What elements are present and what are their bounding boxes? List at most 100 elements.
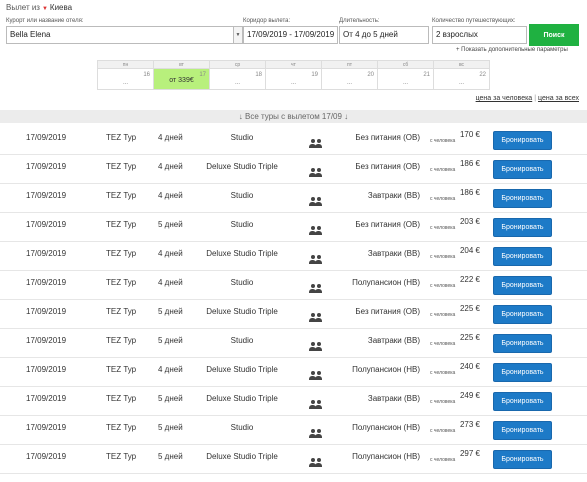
tour-operator: TEZ Тур	[106, 249, 137, 258]
tour-price-unit: с человека	[430, 225, 456, 231]
tour-date: 17/09/2019	[26, 365, 67, 374]
tour-price: 249 € с человека	[430, 391, 480, 405]
tour-room: Deluxe Studio Triple	[206, 249, 278, 258]
tour-price: 297 € с человека	[430, 449, 480, 463]
tour-operator: TEZ Тур	[106, 365, 137, 374]
book-button[interactable]: Бронировать	[493, 334, 552, 353]
tour-price: 240 € с человека	[430, 362, 480, 376]
pax-label: Количество путешествующих:	[432, 18, 516, 24]
tour-price-unit: с человека	[430, 138, 456, 144]
tour-meal: Завтраки (BB)	[367, 336, 420, 345]
price-total-link[interactable]: цена за всех	[538, 95, 579, 102]
calendar-day[interactable]: ср 18...	[210, 61, 266, 89]
tours-list: 17/09/2019 TEZ Тур 4 дней Studio Без питания…	[0, 126, 587, 474]
tour-duration: 4 дней	[158, 365, 183, 374]
calendar-day[interactable]: чт 19...	[266, 61, 322, 89]
tour-duration: 5 дней	[158, 336, 183, 345]
tour-duration: 4 дней	[158, 162, 183, 171]
calendar-day-number: 19	[311, 72, 318, 78]
tour-price-unit: с человека	[430, 428, 456, 434]
tour-operator: TEZ Тур	[106, 191, 137, 200]
tour-room: Deluxe Studio Triple	[206, 162, 278, 171]
date-calendar: пн 16... вт 17 от 339€ ср 18... чт 19... пт 20... с…	[97, 60, 490, 90]
table-row: 17/09/2019 TEZ Тур 5 дней Deluxe Studio Tri…	[0, 445, 587, 474]
tour-price-unit: с человека	[430, 341, 456, 347]
book-button[interactable]: Бронировать	[493, 131, 552, 150]
book-button[interactable]: Бронировать	[493, 276, 552, 295]
table-row: 17/09/2019 TEZ Тур 4 дней Studio Полупансион…	[0, 271, 587, 300]
resort-input[interactable]: Bella Elena	[6, 26, 240, 44]
tour-operator: TEZ Тур	[106, 220, 137, 229]
calendar-day-name: сб	[378, 61, 433, 69]
tour-meal: Без питания (OB)	[355, 162, 420, 171]
calendar-day-number: 18	[255, 72, 262, 78]
tour-duration: 4 дней	[158, 278, 183, 287]
calendar-day[interactable]: вс 22...	[434, 61, 489, 89]
calendar-day-price: ...	[458, 80, 464, 86]
tour-meal: Без питания (OB)	[355, 220, 420, 229]
tour-room: Studio	[230, 220, 254, 229]
calendar-day[interactable]: сб 21...	[378, 61, 434, 89]
duration-label: Длительность:	[339, 18, 380, 24]
calendar-day[interactable]: пн 16...	[98, 61, 154, 89]
calendar-day-name: пн	[98, 61, 153, 69]
tour-meal: Полупансион (HB)	[352, 423, 420, 432]
tour-meal: Без питания (OB)	[355, 133, 420, 142]
tour-date: 17/09/2019	[26, 133, 67, 142]
calendar-day[interactable]: пт 20...	[322, 61, 378, 89]
tour-price: 170 € с человека	[430, 130, 480, 144]
book-button[interactable]: Бронировать	[493, 421, 552, 440]
book-button[interactable]: Бронировать	[493, 247, 552, 266]
book-button[interactable]: Бронировать	[493, 363, 552, 382]
calendar-day-number: 21	[423, 72, 430, 78]
all-tours-banner[interactable]: ↓ Все туры с вылетом 17/09 ↓	[0, 110, 587, 123]
tour-room: Studio	[230, 336, 254, 345]
book-button[interactable]: Бронировать	[493, 160, 552, 179]
table-row: 17/09/2019 TEZ Тур 4 дней Deluxe Studio Tri…	[0, 242, 587, 271]
chevron-down-icon: ▼	[235, 32, 241, 38]
price-toggle-separator: |	[534, 95, 537, 102]
calendar-day-name: ср	[210, 61, 265, 69]
calendar-day-name: вс	[434, 61, 489, 69]
tour-operator: TEZ Тур	[106, 423, 137, 432]
tour-meal: Полупансион (HB)	[352, 365, 420, 374]
tour-meal: Завтраки (BB)	[367, 249, 420, 258]
tour-price-value: 225 €	[459, 333, 480, 342]
tour-duration: 5 дней	[158, 394, 183, 403]
tour-price-value: 249 €	[459, 391, 480, 400]
search-button[interactable]: Поиск	[529, 24, 579, 46]
resort-dropdown-toggle[interactable]: ▼	[233, 26, 243, 44]
book-button[interactable]: Бронировать	[493, 218, 552, 237]
tour-price-value: 297 €	[459, 449, 480, 458]
tour-operator: TEZ Тур	[106, 307, 137, 316]
pax-input[interactable]: 2 взрослых	[432, 26, 527, 44]
calendar-day-number: 17	[199, 72, 206, 78]
tour-room: Studio	[230, 423, 254, 432]
table-row: 17/09/2019 TEZ Тур 5 дней Deluxe Studio Tri…	[0, 300, 587, 329]
table-row: 17/09/2019 TEZ Тур 4 дней Studio Завтраки (B…	[0, 184, 587, 213]
calendar-day-price: ...	[290, 80, 296, 86]
tour-price-unit: с человека	[430, 370, 456, 376]
tour-meal: Без питания (OB)	[355, 307, 420, 316]
tour-room: Deluxe Studio Triple	[206, 365, 278, 374]
duration-input[interactable]: От 4 до 5 дней	[339, 26, 429, 44]
tour-price-unit: с человека	[430, 312, 456, 318]
book-button[interactable]: Бронировать	[493, 189, 552, 208]
tour-price: 204 € с человека	[430, 246, 480, 260]
calendar-day[interactable]: вт 17 от 339€	[154, 61, 210, 89]
tour-room: Studio	[230, 133, 254, 142]
tour-price-unit: с человека	[430, 196, 456, 202]
book-button[interactable]: Бронировать	[493, 392, 552, 411]
price-per-person-link[interactable]: цена за человека	[475, 95, 533, 102]
book-button[interactable]: Бронировать	[493, 450, 552, 469]
dates-input[interactable]: 17/09/2019 - 17/09/2019	[243, 26, 338, 44]
tour-price-value: 203 €	[459, 217, 480, 226]
departure-city[interactable]: Киева	[49, 3, 73, 12]
more-params-link[interactable]: + Показать дополнительные параметры	[456, 47, 568, 53]
tour-price: 186 € с человека	[430, 188, 480, 202]
book-button[interactable]: Бронировать	[493, 305, 552, 324]
calendar-day-number: 16	[143, 72, 150, 78]
tour-duration: 5 дней	[158, 220, 183, 229]
departure-selector[interactable]: Вылет из ▼ Киева	[6, 3, 72, 12]
tour-room: Deluxe Studio Triple	[206, 307, 278, 316]
